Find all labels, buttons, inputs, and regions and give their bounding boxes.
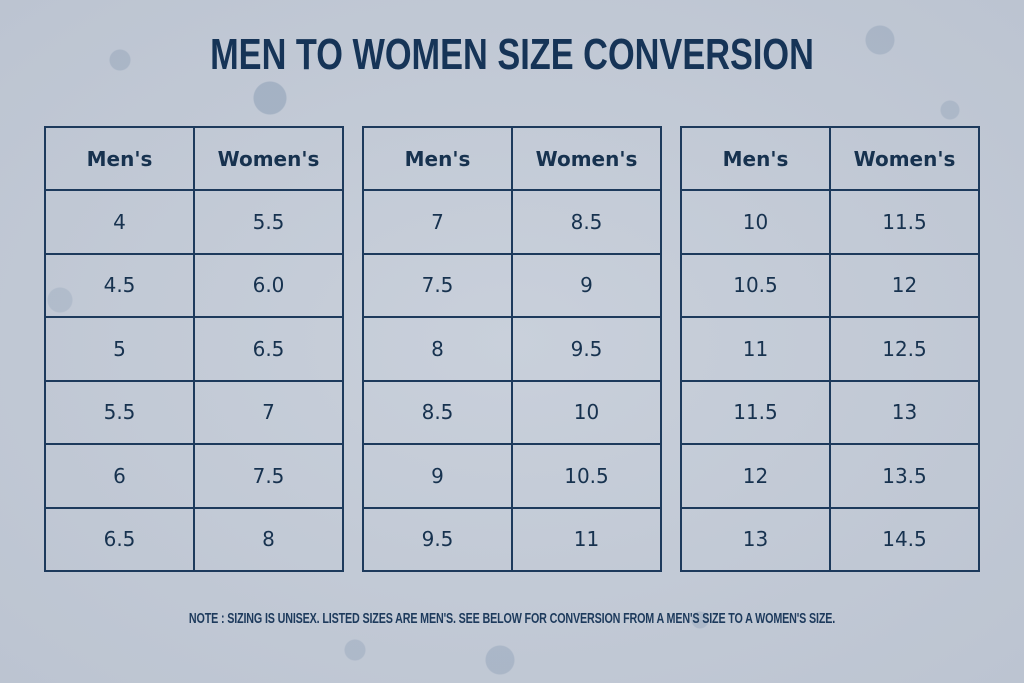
header-womens: Women's xyxy=(829,126,980,191)
mens-size: 12 xyxy=(680,443,831,509)
mens-size: 10.5 xyxy=(680,252,831,318)
womens-size: 12 xyxy=(829,252,980,318)
womens-size: 10 xyxy=(511,379,662,445)
mens-size: 13 xyxy=(680,506,831,572)
table-row: 5 6.5 xyxy=(44,316,344,382)
table-row: 11 12.5 xyxy=(680,316,980,382)
mens-size: 10 xyxy=(680,189,831,255)
table-header-row: Men's Women's xyxy=(680,126,980,191)
table-row: 7 8.5 xyxy=(362,189,662,255)
mens-size: 4.5 xyxy=(44,252,195,318)
womens-size: 10.5 xyxy=(511,443,662,509)
table-row: 13 14.5 xyxy=(680,506,980,572)
table-row: 12 13.5 xyxy=(680,443,980,509)
womens-size: 12.5 xyxy=(829,316,980,382)
womens-size: 6.5 xyxy=(193,316,344,382)
table-row: 6 7.5 xyxy=(44,443,344,509)
mens-size: 11.5 xyxy=(680,379,831,445)
page-title: MEN TO WOMEN SIZE CONVERSION xyxy=(210,30,814,79)
womens-size: 11 xyxy=(511,506,662,572)
womens-size: 11.5 xyxy=(829,189,980,255)
mens-size: 8.5 xyxy=(362,379,513,445)
header-mens: Men's xyxy=(44,126,195,191)
womens-size: 6.0 xyxy=(193,252,344,318)
mens-size: 6 xyxy=(44,443,195,509)
womens-size: 9.5 xyxy=(511,316,662,382)
mens-size: 5 xyxy=(44,316,195,382)
womens-size: 5.5 xyxy=(193,189,344,255)
table-row: 8 9.5 xyxy=(362,316,662,382)
table-row: 10.5 12 xyxy=(680,252,980,318)
table-header-row: Men's Women's xyxy=(44,126,344,191)
mens-size: 5.5 xyxy=(44,379,195,445)
womens-size: 14.5 xyxy=(829,506,980,572)
table-row: 6.5 8 xyxy=(44,506,344,572)
mens-size: 9.5 xyxy=(362,506,513,572)
header-mens: Men's xyxy=(362,126,513,191)
womens-size: 7.5 xyxy=(193,443,344,509)
mens-size: 8 xyxy=(362,316,513,382)
mens-size: 9 xyxy=(362,443,513,509)
mens-size: 11 xyxy=(680,316,831,382)
mens-size: 7.5 xyxy=(362,252,513,318)
mens-size: 4 xyxy=(44,189,195,255)
size-table-1: Men's Women's 4 5.5 4.5 6.0 5 6.5 5.5 7 6 7.5… xyxy=(44,126,344,572)
table-header-row: Men's Women's xyxy=(362,126,662,191)
womens-size: 13 xyxy=(829,379,980,445)
table-row: 11.5 13 xyxy=(680,379,980,445)
table-row: 4.5 6.0 xyxy=(44,252,344,318)
womens-size: 13.5 xyxy=(829,443,980,509)
table-row: 9 10.5 xyxy=(362,443,662,509)
table-row: 7.5 9 xyxy=(362,252,662,318)
mens-size: 7 xyxy=(362,189,513,255)
size-table-2: Men's Women's 7 8.5 7.5 9 8 9.5 8.5 10 9 10.5… xyxy=(362,126,662,572)
mens-size: 6.5 xyxy=(44,506,195,572)
header-womens: Women's xyxy=(511,126,662,191)
header-mens: Men's xyxy=(680,126,831,191)
table-row: 8.5 10 xyxy=(362,379,662,445)
table-row: 5.5 7 xyxy=(44,379,344,445)
womens-size: 8.5 xyxy=(511,189,662,255)
sizing-note: NOTE : SIZING IS UNISEX. LISTED SIZES AR… xyxy=(188,611,836,627)
table-row: 4 5.5 xyxy=(44,189,344,255)
table-row: 9.5 11 xyxy=(362,506,662,572)
size-table-3: Men's Women's 10 11.5 10.5 12 11 12.5 11.5 1… xyxy=(680,126,980,572)
womens-size: 9 xyxy=(511,252,662,318)
header-womens: Women's xyxy=(193,126,344,191)
womens-size: 8 xyxy=(193,506,344,572)
womens-size: 7 xyxy=(193,379,344,445)
table-row: 10 11.5 xyxy=(680,189,980,255)
